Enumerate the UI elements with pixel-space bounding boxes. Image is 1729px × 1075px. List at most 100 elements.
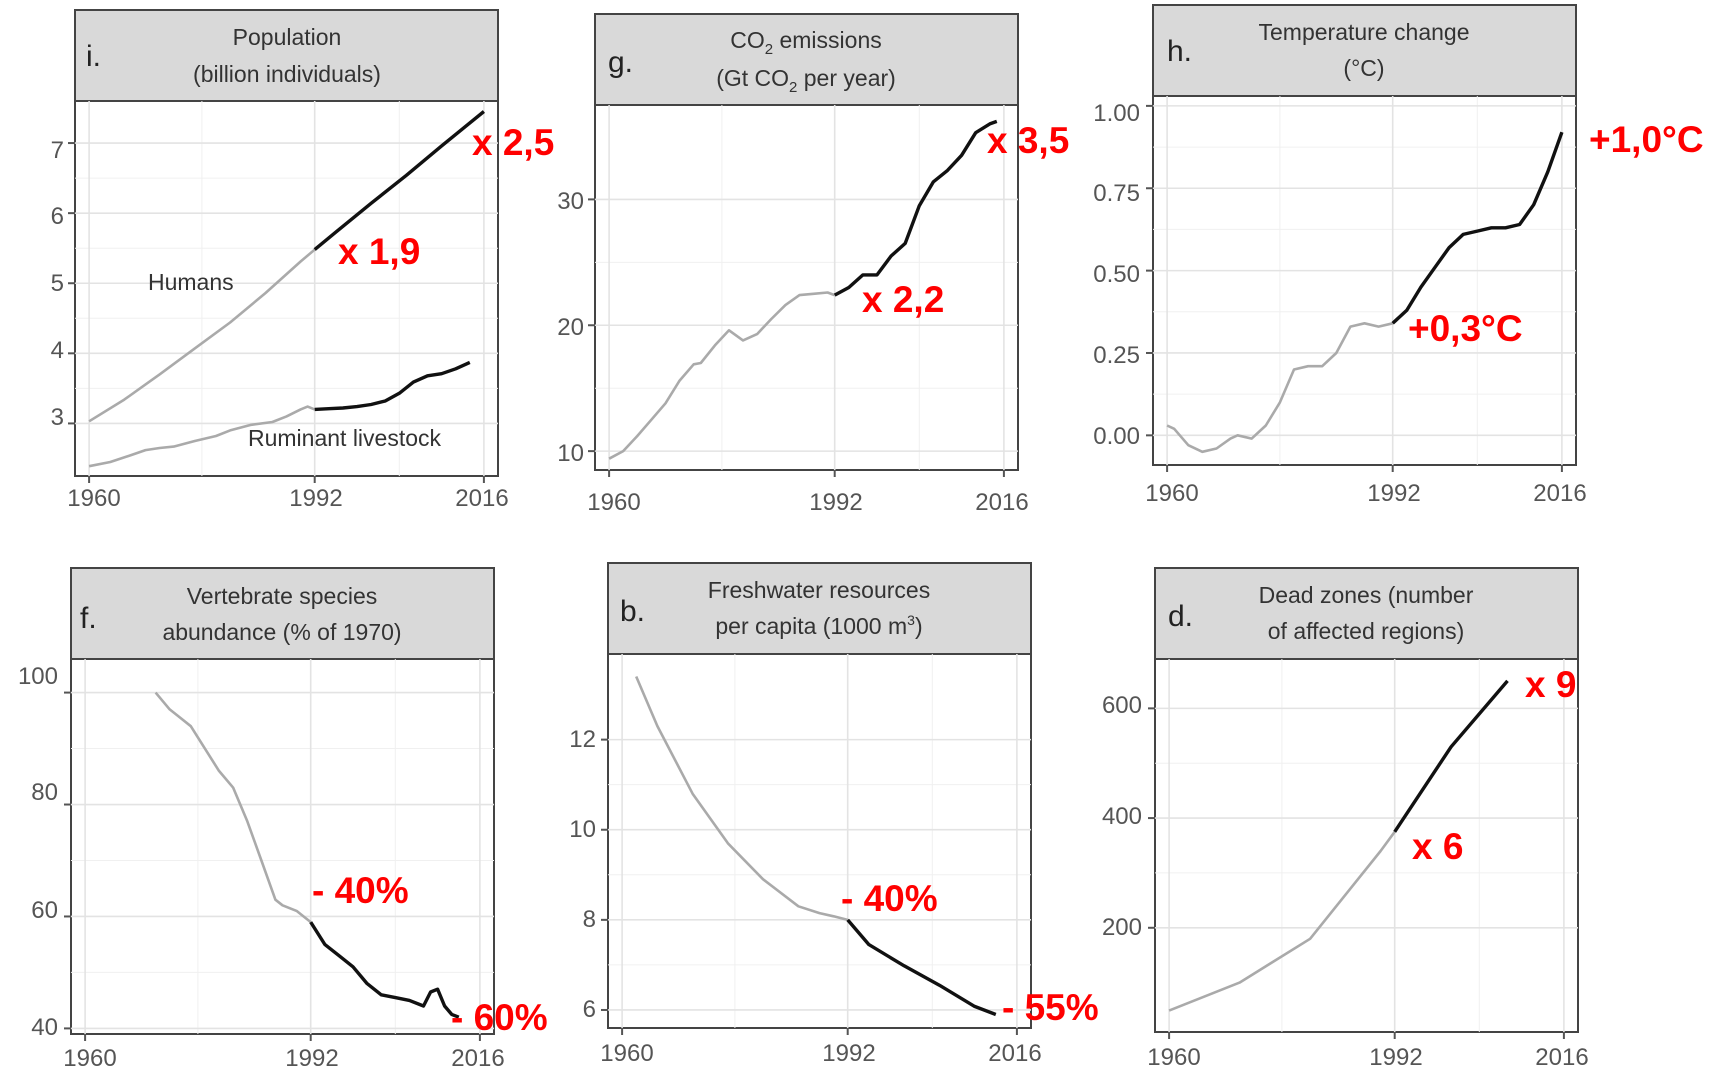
panel-header — [74, 9, 499, 102]
series-line-before-1992-0 — [88, 248, 316, 423]
panel-header — [607, 562, 1032, 655]
panel-header — [70, 567, 495, 660]
y-tick-label: 30 — [557, 188, 584, 215]
panel-title: Freshwater resources — [708, 577, 930, 603]
annotation-2016: - 55% — [1002, 987, 1099, 1028]
plot-area — [1152, 95, 1577, 466]
subtitle-part: ) — [915, 613, 923, 639]
x-ticks: 1960 1992 2016 — [1145, 480, 1586, 507]
panel-header — [1152, 4, 1577, 97]
x-tick-label: 2016 — [1533, 480, 1586, 507]
x-tick-label: 2016 — [975, 489, 1028, 516]
panel-subtitle: (billion individuals) — [193, 61, 381, 87]
x-ticks: 1960 1992 2016 — [600, 1040, 1041, 1067]
y-tick-label: 400 — [1102, 803, 1142, 830]
grid — [588, 105, 1018, 477]
grid — [1148, 659, 1578, 1039]
series-line-after-1992-0 — [1391, 131, 1564, 325]
panel-title: Temperature change — [1259, 19, 1470, 45]
annotation-2016: x 3,5 — [987, 120, 1069, 161]
x-tick-label: 1992 — [285, 1045, 338, 1072]
panel-header — [1154, 567, 1579, 660]
panel-letter: d. — [1168, 600, 1193, 633]
grid — [68, 101, 498, 483]
x-tick-label: 1960 — [600, 1040, 653, 1067]
series-line-before-1992-0 — [635, 675, 849, 922]
series-line-before-1992-0 — [1166, 321, 1393, 454]
x-tick-label: 1992 — [1369, 1044, 1422, 1071]
y-tick-label: 0.75 — [1093, 180, 1140, 207]
panel-subtitle: per capita (1000 m3) — [715, 612, 922, 639]
series-label-ruminant-livestock: Ruminant livestock — [248, 425, 442, 451]
series-line-before-1992-0 — [154, 691, 312, 924]
y-tick-label: 10 — [557, 440, 584, 467]
series-lines — [154, 691, 460, 1019]
series-lines — [1168, 679, 1509, 1012]
grid — [601, 654, 1031, 1035]
series-lines — [88, 110, 485, 468]
annotation-2016: - 60% — [451, 997, 548, 1038]
y-tick-label: 6 — [583, 996, 596, 1023]
panel-title: CO2 emissions — [730, 27, 882, 58]
y-tick-label: 12 — [569, 726, 596, 753]
x-tick-label: 1992 — [1367, 480, 1420, 507]
y-tick-label: 0.25 — [1093, 342, 1140, 369]
x-tick-label: 2016 — [1535, 1044, 1588, 1071]
series-line-before-1992-1 — [88, 405, 316, 468]
title-part: CO — [730, 27, 765, 53]
y-tick-label: 80 — [31, 779, 58, 806]
plot-area — [607, 653, 1032, 1029]
grid — [64, 659, 494, 1041]
x-ticks: 1960 1992 2016 — [67, 485, 508, 512]
panel-title: Dead zones (number — [1259, 582, 1474, 608]
y-tick-label: 600 — [1102, 692, 1142, 719]
y-tick-label: 1.00 — [1093, 100, 1140, 127]
panel-vertebrate-species: f. Vertebrate species abundance (% of 19… — [18, 567, 548, 1072]
annotation-1992: x 6 — [1412, 826, 1463, 867]
annotation-humans-1992: x 1,9 — [338, 231, 420, 272]
x-tick-label: 2016 — [455, 485, 508, 512]
x-tick-label: 1960 — [1145, 480, 1198, 507]
series-line-before-1992-0 — [1168, 831, 1396, 1012]
plot-area — [594, 104, 1019, 471]
y-tick-label: 20 — [557, 314, 584, 341]
y-ticks: 0.00 0.25 0.50 0.75 1.00 — [1093, 100, 1140, 450]
y-ticks: 6 8 10 12 — [569, 726, 596, 1023]
y-tick-label: 60 — [31, 897, 58, 924]
y-tick-label: 40 — [31, 1014, 58, 1041]
panel-dead-zones: d. Dead zones (number of affected region… — [1102, 567, 1589, 1071]
annotation-humans-2016: x 2,5 — [472, 122, 554, 163]
x-ticks: 1960 1992 2016 — [587, 489, 1028, 516]
panel-letter: g. — [608, 46, 633, 79]
panel-subtitle: (Gt CO2 per year) — [716, 65, 896, 96]
y-ticks: 3 4 5 6 7 — [51, 137, 64, 431]
series-line-after-1992-0 — [846, 918, 997, 1017]
x-tick-label: 1992 — [809, 489, 862, 516]
panel-title: Vertebrate species — [187, 583, 378, 609]
subtitle-part: per year) — [797, 65, 895, 91]
y-tick-label: 4 — [51, 337, 64, 364]
annotation-2016: +1,0°C — [1589, 119, 1704, 160]
panel-freshwater-resources: b. Freshwater resources per capita (1000… — [569, 562, 1099, 1067]
series-line-after-1992-0 — [309, 921, 460, 1019]
panel-letter: h. — [1167, 35, 1192, 68]
panel-subtitle: of affected regions) — [1268, 618, 1464, 644]
y-tick-label: 5 — [51, 270, 64, 297]
y-ticks: 10 20 30 — [557, 188, 584, 467]
series-lines — [1166, 131, 1564, 454]
panel-subtitle: abundance (% of 1970) — [162, 619, 401, 645]
x-ticks: 1960 1992 2016 — [1147, 1044, 1588, 1071]
x-tick-label: 1992 — [822, 1040, 875, 1067]
panel-subtitle: (°C) — [1343, 55, 1384, 81]
series-line-after-1992-0 — [1393, 679, 1509, 833]
y-ticks: 40 60 80 100 — [18, 663, 58, 1041]
y-tick-label: 10 — [569, 816, 596, 843]
x-tick-label: 2016 — [451, 1045, 504, 1072]
panel-letter: i. — [86, 40, 101, 73]
y-tick-label: 0.50 — [1093, 261, 1140, 288]
y-tick-label: 8 — [583, 906, 596, 933]
series-line-after-1992-1 — [314, 360, 471, 412]
panel-co2-emissions: g. CO2 emissions (Gt CO2 per year) 1960 … — [557, 13, 1069, 516]
y-tick-label: 0.00 — [1093, 423, 1140, 450]
